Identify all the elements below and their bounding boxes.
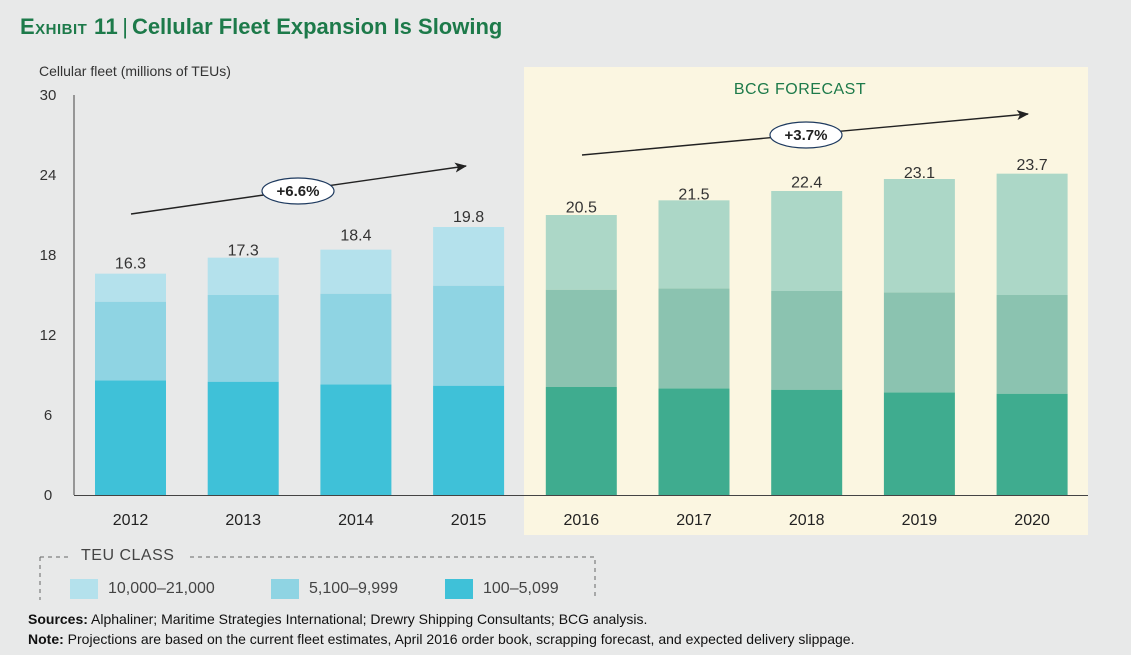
bar-segment — [207, 295, 279, 382]
bar-total-label: 23.1 — [904, 165, 935, 182]
note-line: Note: Projections are based on the curre… — [28, 629, 854, 649]
legend-frame — [39, 556, 596, 600]
note-label: Note: — [28, 631, 64, 647]
x-tick-label: 2012 — [113, 512, 149, 529]
y-axis-label: Cellular fleet (millions of TEUs) — [39, 63, 231, 79]
bar-total-label: 22.4 — [791, 174, 822, 191]
bar-segment — [545, 387, 617, 495]
bar-segment — [658, 288, 730, 389]
x-tick-label: 2018 — [789, 512, 825, 529]
forecast-label: BCG FORECAST — [734, 81, 866, 98]
legend-swatch-small — [445, 579, 473, 599]
note-text: Projections are based on the current fle… — [63, 631, 855, 647]
legend-item-medium: 5,100–9,999 — [271, 578, 398, 600]
bar-segment — [658, 200, 730, 289]
bar-segment — [433, 385, 505, 495]
y-tick-label: 6 — [44, 407, 52, 424]
x-tick-label: 2017 — [676, 512, 712, 529]
bar-segment — [883, 179, 955, 293]
historical-growth-ellipse — [261, 177, 335, 205]
bar-segment — [545, 289, 617, 387]
bar-segment — [320, 384, 392, 495]
bar-segment — [95, 273, 166, 302]
x-tick-label: 2014 — [338, 512, 374, 529]
legend-label-large: 10,000–21,000 — [108, 580, 215, 597]
bar-segment — [771, 389, 843, 495]
title-text: Cellular Fleet Expansion Is Slowing — [131, 14, 503, 39]
bar-segment — [883, 392, 955, 495]
bar-segment — [658, 388, 730, 495]
bar-segment — [320, 293, 392, 385]
y-tick-label: 12 — [40, 327, 57, 344]
bar-segment — [996, 173, 1068, 295]
y-tick-label: 24 — [40, 167, 57, 184]
footer-notes: Sources: Alphaliner; Maritime Strategies… — [28, 609, 854, 649]
bar-total-label: 23.7 — [1017, 157, 1048, 174]
forecast-growth-label: +3.7% — [785, 127, 828, 144]
x-tick-label: 2016 — [564, 512, 600, 529]
bar-segment — [996, 295, 1068, 394]
y-tick-label: 0 — [44, 487, 52, 504]
legend-swatch-large — [70, 579, 98, 599]
sources-line: Sources: Alphaliner; Maritime Strategies… — [28, 609, 854, 629]
forecast-growth-ellipse — [769, 121, 843, 149]
x-tick-label: 2013 — [225, 512, 261, 529]
legend-label-small: 100–5,099 — [483, 580, 559, 597]
legend-swatch-medium — [271, 579, 299, 599]
bar-segment — [207, 381, 279, 495]
bar-segment — [771, 191, 843, 291]
x-tick-label: 2020 — [1014, 512, 1050, 529]
bar-segment — [207, 257, 279, 295]
exhibit-title: Exhibit 11 | Cellular Fleet Expansion Is S… — [20, 14, 502, 40]
bar-total-label: 21.5 — [678, 186, 709, 203]
x-tick-label: 2015 — [451, 512, 487, 529]
title-separator: | — [122, 14, 128, 39]
bar-segment — [996, 393, 1068, 495]
legend-title: TEU CLASS — [75, 547, 181, 565]
exhibit-number: Exhibit 11 — [20, 14, 119, 39]
bar-segment — [433, 227, 505, 286]
x-tick-label: 2019 — [902, 512, 938, 529]
y-tick-label: 18 — [40, 247, 57, 264]
bar-total-label: 16.3 — [115, 256, 146, 273]
bar-total-label: 19.8 — [453, 209, 484, 226]
bar-segment — [771, 291, 843, 390]
bar-total-label: 17.3 — [228, 242, 259, 259]
bar-segment — [95, 301, 166, 381]
y-tick-label: 30 — [40, 87, 57, 104]
bar-segment — [545, 215, 617, 290]
sources-label: Sources: — [28, 611, 88, 627]
bar-segment — [883, 292, 955, 393]
legend-item-large: 10,000–21,000 — [70, 578, 215, 600]
bar-total-label: 20.5 — [566, 200, 597, 217]
bar-segment — [433, 285, 505, 386]
legend-label-medium: 5,100–9,999 — [309, 580, 398, 597]
bar-segment — [95, 380, 166, 495]
sources-text: Alphaliner; Maritime Strategies Internat… — [87, 611, 648, 627]
bar-segment — [320, 249, 392, 294]
bar-total-label: 18.4 — [340, 228, 371, 245]
legend-item-small: 100–5,099 — [445, 578, 559, 600]
historical-growth-label: +6.6% — [277, 183, 320, 200]
